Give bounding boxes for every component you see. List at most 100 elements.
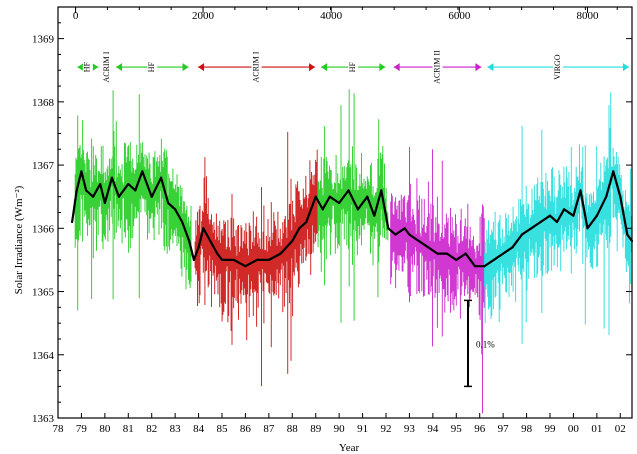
series-point-16 [181, 220, 184, 224]
band-label-0: HF [83, 61, 92, 72]
series-point-23 [220, 258, 224, 262]
x-tick-label-23: 01 [591, 423, 602, 435]
series-point-54 [502, 252, 505, 255]
series-point-25 [244, 265, 247, 268]
noise-band-0 [73, 115, 102, 311]
scale-bar-label: 0.1% [476, 339, 495, 349]
series-point-20 [202, 227, 205, 230]
x-tick-label-0: 78 [53, 423, 65, 435]
series-point-41 [387, 227, 390, 230]
series-point-69 [626, 233, 629, 236]
series-layer [70, 170, 634, 268]
series-point-59 [548, 214, 552, 217]
series-point-5 [99, 182, 102, 186]
x-tick-label-18: 96 [474, 423, 486, 435]
series-point-43 [403, 227, 406, 230]
series-point-66 [605, 195, 608, 198]
series-point-6 [103, 201, 106, 205]
series-point-37 [356, 208, 359, 211]
series-point-14 [167, 201, 170, 205]
series-point-50 [464, 252, 467, 255]
band-arrow-left-6 [487, 63, 494, 72]
series-point-0 [70, 220, 74, 224]
series-point-17 [188, 239, 191, 243]
series-point-30 [298, 227, 301, 230]
daily-data-noise [73, 89, 632, 414]
x-tick-label-8: 86 [240, 423, 252, 435]
series-point-45 [417, 239, 420, 243]
x-axis-title: Year [339, 442, 360, 454]
x-tick-label-7: 85 [217, 423, 229, 435]
band-label-1: ACRIM I [102, 51, 111, 82]
band-arrow-right-2 [182, 63, 189, 72]
series-point-21 [209, 239, 212, 243]
series-point-56 [520, 233, 523, 236]
series-point-40 [380, 189, 383, 192]
top-tick-label-0: 0 [73, 10, 79, 22]
y-tick-label-3: 1366 [32, 223, 55, 235]
band-arrow-right-5 [475, 63, 482, 72]
x-tick-label-15: 93 [404, 423, 416, 435]
series-point-60 [555, 220, 559, 224]
band-label-4: HF [348, 61, 357, 72]
band-arrow-left-3 [198, 63, 205, 72]
x-tick-label-16: 94 [427, 423, 439, 435]
series-point-33 [321, 208, 324, 211]
series-point-4 [92, 195, 95, 198]
series-point-67 [612, 170, 615, 173]
series-point-28 [279, 252, 282, 255]
series-point-42 [394, 233, 397, 236]
band-label-bg-6 [553, 51, 564, 82]
band-arrow-left-2 [116, 63, 123, 72]
series-point-68 [619, 195, 622, 198]
band-label-bg-1 [102, 51, 113, 82]
series-point-48 [445, 252, 449, 255]
series-point-3 [85, 189, 88, 192]
series-point-15 [174, 208, 177, 211]
x-tick-label-12: 90 [334, 423, 346, 435]
x-tick-label-13: 91 [357, 423, 368, 435]
y-tick-label-0: 1363 [32, 413, 55, 425]
series-point-24 [232, 258, 235, 262]
series-point-9 [127, 182, 130, 186]
band-label-bg-3 [251, 51, 262, 82]
band-arrow-right-0 [92, 63, 99, 72]
series-point-12 [150, 195, 153, 198]
series-point-61 [562, 208, 566, 211]
band-label-5: ACRIM II [432, 50, 441, 84]
series-point-34 [328, 195, 331, 198]
series-point-26 [256, 258, 259, 262]
series-point-49 [455, 258, 458, 262]
x-tick-label-4: 82 [146, 423, 157, 435]
x-tick-label-17: 95 [451, 423, 463, 435]
y-tick-label-5: 1368 [32, 97, 55, 109]
band-label-bg-0 [82, 51, 93, 82]
series-point-10 [134, 189, 137, 192]
series-point-11 [141, 170, 144, 173]
band-arrow-right-3 [309, 63, 316, 72]
top-tick-label-2: 4000 [320, 10, 343, 22]
series-point-55 [511, 246, 514, 249]
series-point-18 [192, 258, 195, 262]
series-point-63 [579, 189, 582, 192]
top-tick-label-4: 8000 [576, 10, 599, 22]
y-tick-label-4: 1367 [32, 160, 55, 172]
noise-band-5 [390, 147, 485, 414]
series-point-35 [338, 201, 341, 205]
y-tick-label-2: 1365 [32, 287, 55, 299]
x-tick-label-9: 87 [263, 423, 275, 435]
series-point-64 [586, 227, 589, 230]
noise-band-6 [483, 92, 632, 344]
series-point-2 [80, 170, 83, 173]
band-label-6: VIRGO [553, 54, 562, 80]
x-tick-label-21: 99 [545, 423, 557, 435]
series-point-52 [483, 265, 486, 268]
series-point-39 [373, 214, 376, 217]
x-tick-label-2: 80 [99, 423, 111, 435]
band-arrow-right-4 [379, 63, 386, 72]
x-tick-label-11: 89 [310, 423, 322, 435]
series-point-8 [117, 195, 121, 198]
top-tick-label-3: 6000 [448, 10, 471, 22]
series-point-36 [347, 189, 350, 192]
